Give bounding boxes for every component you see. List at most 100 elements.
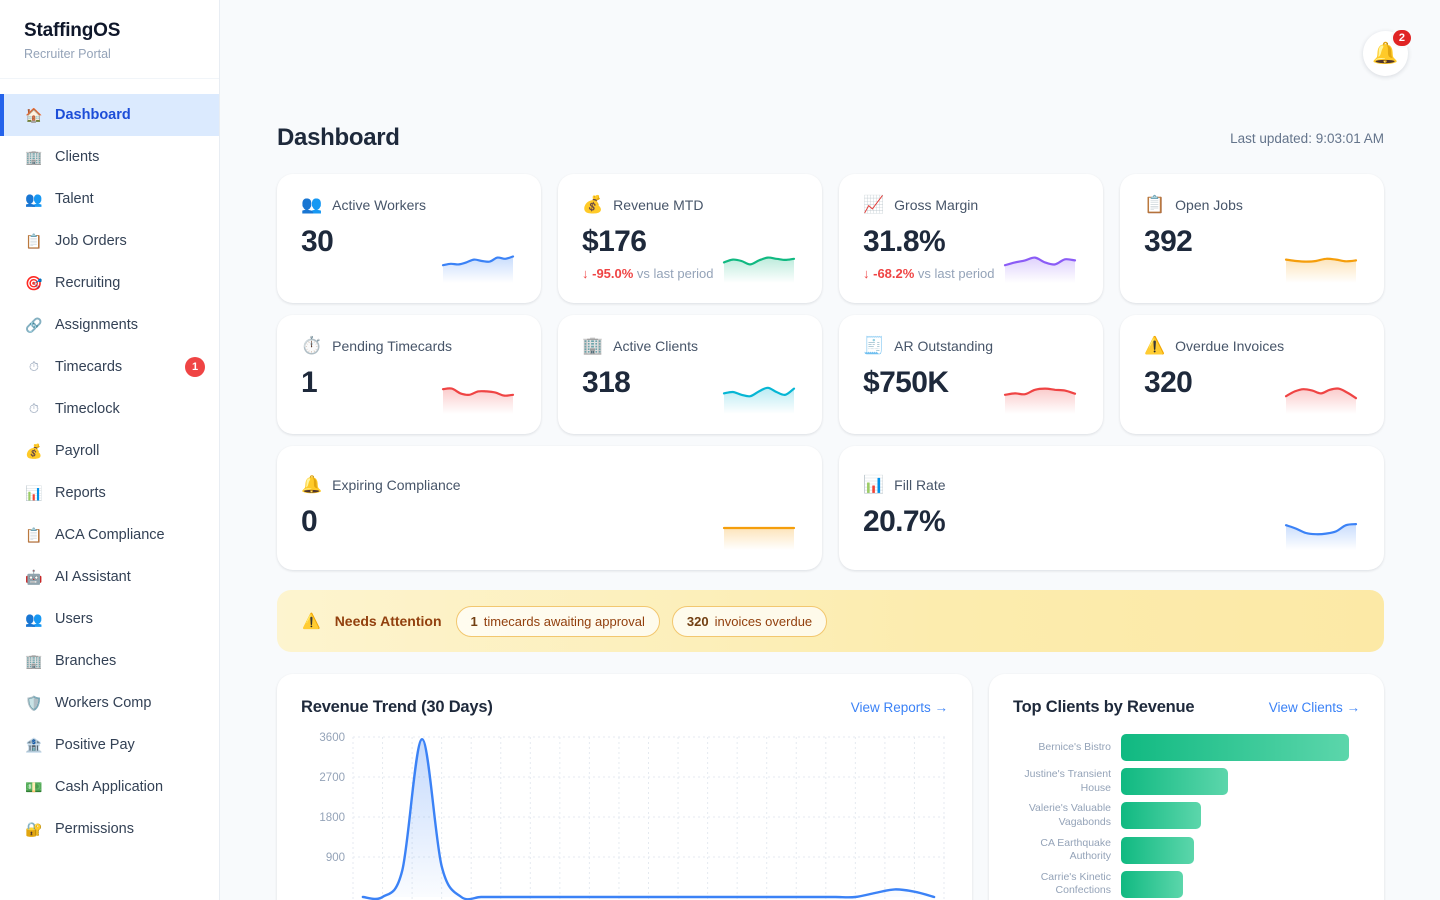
- sidebar-item-aca-compliance[interactable]: 📋 ACA Compliance: [0, 514, 219, 556]
- revenue-area: [362, 739, 935, 900]
- revenue-trend-panel: Revenue Trend (30 Days) View Reports → 9…: [277, 674, 972, 900]
- sidebar-item-permissions[interactable]: 🔐 Permissions: [0, 808, 219, 850]
- client-label: Valerie's Valuable Vagabonds: [1028, 802, 1111, 828]
- sidebar-item-label: Job Orders: [55, 233, 127, 249]
- sidebar: StaffingOS Recruiter Portal 🏠 Dashboard 🏢 C…: [0, 0, 220, 900]
- sidebar-item-label: Timecards: [55, 359, 123, 375]
- kpi-card-gross-margin: 📈 Gross Margin 31.8% ↓ -68.2% vs last perio…: [839, 174, 1103, 303]
- sidebar-item-payroll[interactable]: 💰 Payroll: [0, 430, 219, 472]
- sidebar-item-branches[interactable]: 🏢 Branches: [0, 640, 219, 682]
- kpi-head: 👥 Active Workers: [301, 196, 517, 213]
- top-clients-panel: Top Clients by Revenue View Clients → Be…: [989, 674, 1384, 900]
- kpi-label: AR Outstanding: [894, 337, 994, 354]
- sidebar-item-workers-comp[interactable]: 🛡️ Workers Comp: [0, 682, 219, 724]
- sidebar-item-label: Assignments: [55, 317, 139, 333]
- sidebar-item-label: Users: [55, 611, 93, 627]
- money-bag-icon: 💰: [582, 195, 604, 214]
- y-axis-tick-label: 900: [326, 852, 345, 864]
- client-bar-zone: [1121, 870, 1349, 898]
- sidebar-item-timecards[interactable]: ⏱ Timecards 1: [0, 346, 219, 388]
- target-icon: 🎯: [25, 274, 43, 291]
- kpi-sparkline: [441, 387, 515, 414]
- sidebar-item-assignments[interactable]: 🔗 Assignments: [0, 304, 219, 346]
- client-row-ca-earthquake-authority: CA Earthquake Authority: [1013, 837, 1360, 864]
- last-updated-text: Last updated: 9:03:01 AM: [1230, 130, 1384, 146]
- client-revenue-bar: [1121, 802, 1201, 830]
- sidebar-item-users[interactable]: 👥 Users: [0, 598, 219, 640]
- warning-icon: ⚠️: [302, 613, 321, 630]
- kpi-card-expiring-compliance: 🔔 Expiring Compliance 0: [277, 446, 822, 570]
- sidebar-item-cash-application[interactable]: 💵 Cash Application: [0, 766, 219, 808]
- kpi-head: 🧾 AR Outstanding: [863, 337, 1079, 354]
- kpi-value: 1: [301, 366, 318, 399]
- kpi-card-pending-timecards: ⏱️ Pending Timecards 1: [277, 315, 541, 434]
- page-title: Dashboard: [277, 124, 400, 151]
- alert-pill-count: 320: [686, 613, 709, 629]
- charts-row: Revenue Trend (30 Days) View Reports → 9…: [277, 674, 1384, 900]
- notification-count-badge: 2: [1390, 28, 1413, 48]
- kpi-sparkline: [1284, 387, 1358, 414]
- needs-attention-banner: ⚠️ Needs Attention 1 timecards awaiting a…: [277, 590, 1384, 652]
- sidebar-item-dashboard[interactable]: 🏠 Dashboard: [0, 94, 219, 136]
- view-clients-link[interactable]: View Clients →: [1268, 700, 1360, 715]
- sidebar-item-label: Positive Pay: [55, 737, 135, 753]
- main-content: 🔔 2 Dashboard Last updated: 9:03:01 AM 👥…: [221, 0, 1440, 900]
- revenue-trend-chart: 900 1800 2700 3600: [301, 731, 948, 900]
- sidebar-item-label: AI Assistant: [55, 569, 131, 585]
- sidebar-item-label: ACA Compliance: [55, 527, 165, 543]
- kpi-delta: ↓ -95.0% vs last period: [582, 266, 798, 281]
- bell-icon: 🔔: [301, 475, 323, 494]
- kpi-sparkline: [722, 386, 796, 414]
- sidebar-item-job-orders[interactable]: 📋 Job Orders: [0, 220, 219, 262]
- client-label: CA Earthquake Authority: [1040, 836, 1111, 863]
- revenue-line: [361, 737, 936, 900]
- sidebar-item-label: Recruiting: [55, 275, 121, 291]
- view-reports-link[interactable]: View Reports →: [850, 700, 948, 715]
- sidebar-item-talent[interactable]: 👥 Talent: [0, 178, 219, 220]
- sidebar-item-reports[interactable]: 📊 Reports: [0, 472, 219, 514]
- sidebar-nav: 🏠 Dashboard 🏢 Clients 👥 Talent 📋 Job Orders 🎯 Rec…: [0, 79, 219, 850]
- kpi-label: Active Workers: [332, 196, 427, 213]
- sidebar-item-label: Workers Comp: [55, 695, 152, 711]
- client-bar-zone: [1121, 802, 1349, 830]
- kpi-sparkline: [722, 526, 796, 550]
- kpi-label: Pending Timecards: [332, 337, 453, 354]
- client-row-bernice-s-bistro: Bernice's Bistro: [1013, 734, 1360, 761]
- kpi-value: $750K: [863, 366, 949, 399]
- alert-pill-timecards-awaiting-approval[interactable]: 1 timecards awaiting approval: [455, 605, 660, 637]
- sidebar-item-recruiting[interactable]: 🎯 Recruiting: [0, 262, 219, 304]
- shield-icon: 🛡️: [25, 694, 43, 711]
- client-row-carrie-s-kinetic-confections: Carrie's Kinetic Confections: [1013, 871, 1360, 898]
- bell-icon: 🔔: [1372, 41, 1399, 65]
- sidebar-item-timeclock[interactable]: ⏱ Timeclock: [0, 388, 219, 430]
- alert-pill-invoices-overdue[interactable]: 320 invoices overdue: [671, 605, 828, 637]
- sidebar-item-label: Permissions: [55, 821, 134, 837]
- alert-pills: 1 timecards awaiting approval 320 invoices …: [455, 605, 828, 637]
- kpi-sparkline: [1284, 257, 1358, 283]
- notifications-button[interactable]: 🔔 2: [1363, 28, 1413, 76]
- sidebar-item-positive-pay[interactable]: 🏦 Positive Pay: [0, 724, 219, 766]
- kpi-label: Fill Rate: [894, 476, 946, 493]
- kpi-sparkline: [441, 255, 515, 283]
- chart-up-icon: 📈: [863, 195, 885, 214]
- client-revenue-bar: [1121, 836, 1194, 864]
- alert-pill-label: invoices overdue: [714, 613, 813, 629]
- kpi-label: Overdue Invoices: [1175, 337, 1285, 354]
- top-clients-header: Top Clients by Revenue View Clients →: [1013, 698, 1360, 717]
- sidebar-item-ai-assistant[interactable]: 🤖 AI Assistant: [0, 556, 219, 598]
- kpi-delta-suffix: vs last period: [917, 266, 995, 281]
- receipt-icon: 🧾: [863, 336, 885, 355]
- bank-icon: 🏦: [25, 736, 43, 753]
- sidebar-item-clients[interactable]: 🏢 Clients: [0, 136, 219, 178]
- clipboard-icon: 📋: [1144, 195, 1166, 214]
- kpi-head: 📈 Gross Margin: [863, 196, 1079, 213]
- kpi-value: 30: [301, 225, 334, 258]
- kpi-value: 318: [582, 366, 631, 399]
- kpi-value: 20.7%: [863, 505, 946, 538]
- kpi-head: ⚠️ Overdue Invoices: [1144, 337, 1360, 354]
- sidebar-item-label: Reports: [55, 485, 106, 501]
- kpi-card-overdue-invoices: ⚠️ Overdue Invoices 320: [1120, 315, 1384, 434]
- sidebar-item-label: Timeclock: [55, 401, 120, 417]
- y-axis-tick-label: 2700: [319, 772, 345, 784]
- building-icon: 🏢: [25, 652, 43, 669]
